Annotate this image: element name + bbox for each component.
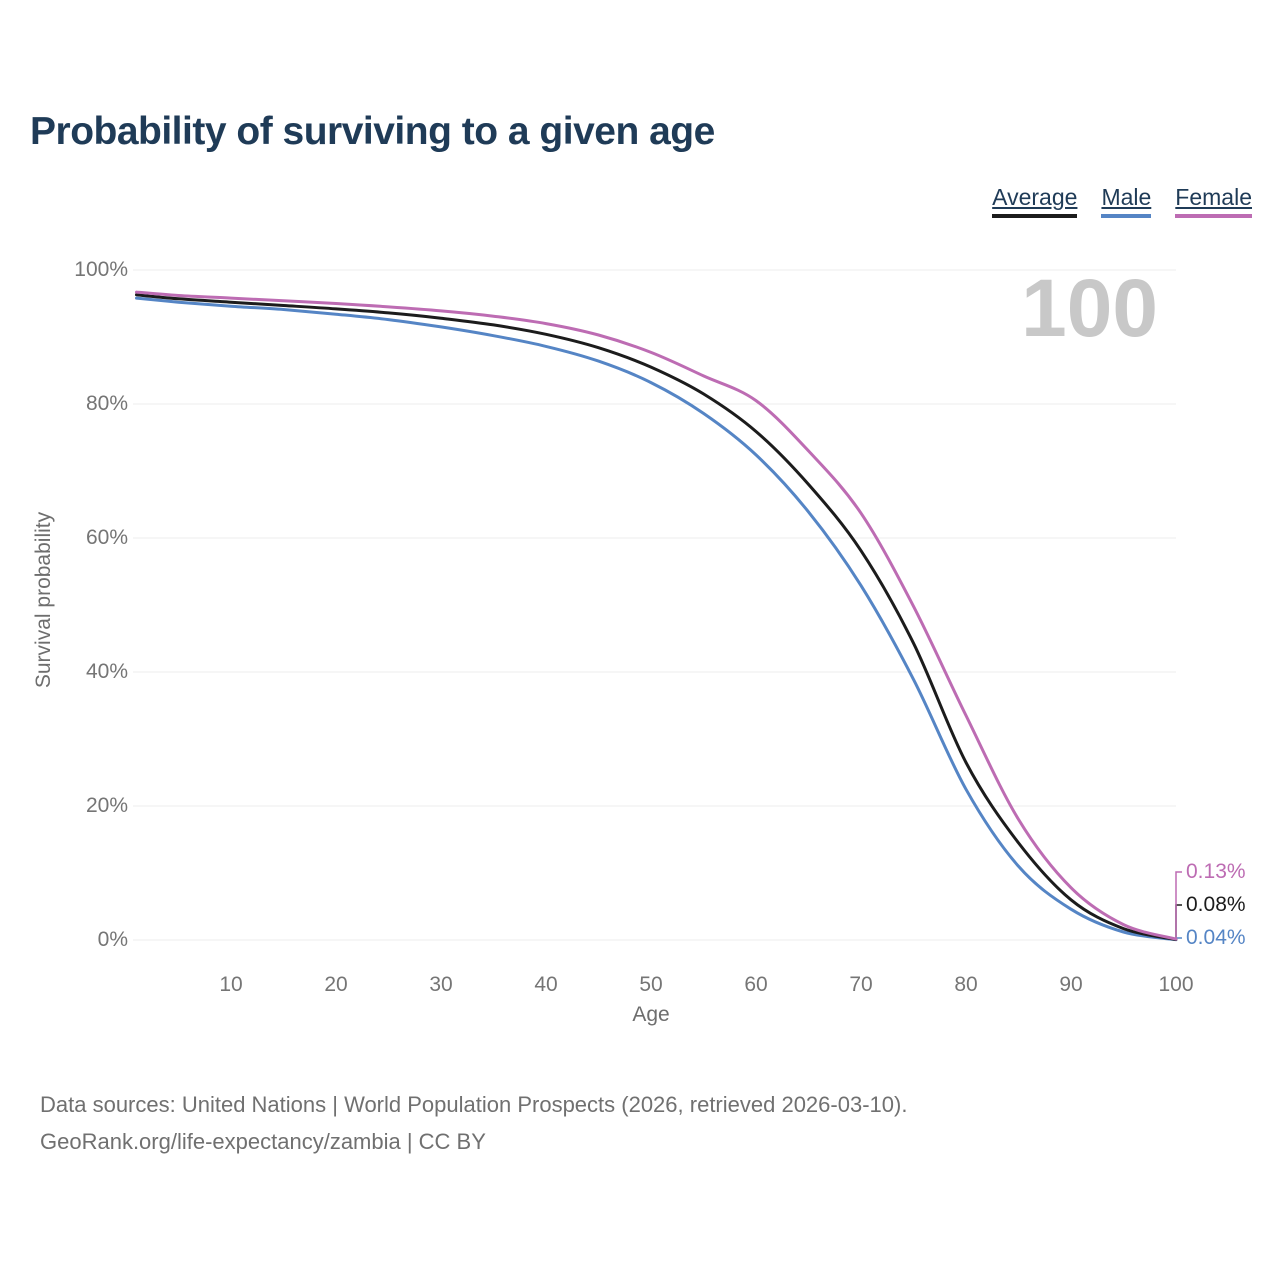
legend-item-average[interactable]: Average (992, 184, 1078, 219)
data-source-footer: Data sources: United Nations | World Pop… (40, 1086, 907, 1160)
x-axis-tick-label: 80 (954, 973, 978, 996)
y-axis-tick-label: 40% (85, 660, 128, 683)
x-axis-tick-label: 20 (324, 973, 348, 996)
x-axis-tick-label: 70 (849, 973, 873, 996)
x-axis-tick-label: 60 (744, 973, 768, 996)
y-axis-tick-label: 100% (74, 258, 128, 281)
y-axis-tick-label: 80% (85, 392, 128, 415)
hovered-age-watermark: 100 (1021, 263, 1158, 354)
footer-line-2: GeoRank.org/life-expectancy/zambia | CC … (40, 1129, 486, 1154)
legend: Average Male Female (992, 184, 1252, 219)
y-axis-tick-label: 60% (85, 526, 128, 549)
end-value-label-average: 0.08% (1186, 893, 1246, 916)
x-axis-tick-label: 50 (639, 973, 663, 996)
x-axis-tick-label: 30 (429, 973, 453, 996)
legend-item-female[interactable]: Female (1175, 184, 1252, 219)
y-axis-tick-label: 0% (97, 928, 128, 951)
end-label-connector-female[interactable] (1175, 871, 1182, 940)
legend-item-male[interactable]: Male (1101, 184, 1152, 219)
x-axis-tick-label: 40 (534, 973, 558, 996)
y-axis-title: Survival probability (32, 511, 55, 689)
x-axis-title: Age (632, 1003, 670, 1026)
end-label-connector-average[interactable] (1175, 904, 1182, 940)
x-axis-tick-label: 90 (1059, 973, 1083, 996)
end-value-label-male: 0.04% (1186, 926, 1246, 949)
y-axis-tick-label: 20% (85, 794, 128, 817)
x-axis-tick-label: 100 (1158, 973, 1194, 996)
chart-title: Probability of surviving to a given age (30, 110, 715, 153)
series-line-average[interactable] (135, 293, 1178, 941)
end-value-label-female: 0.13% (1186, 860, 1246, 883)
series-line-female[interactable] (135, 290, 1178, 941)
series-line-male[interactable] (135, 296, 1178, 942)
footer-line-1: Data sources: United Nations | World Pop… (40, 1092, 908, 1117)
x-axis-tick-label: 10 (219, 973, 243, 996)
